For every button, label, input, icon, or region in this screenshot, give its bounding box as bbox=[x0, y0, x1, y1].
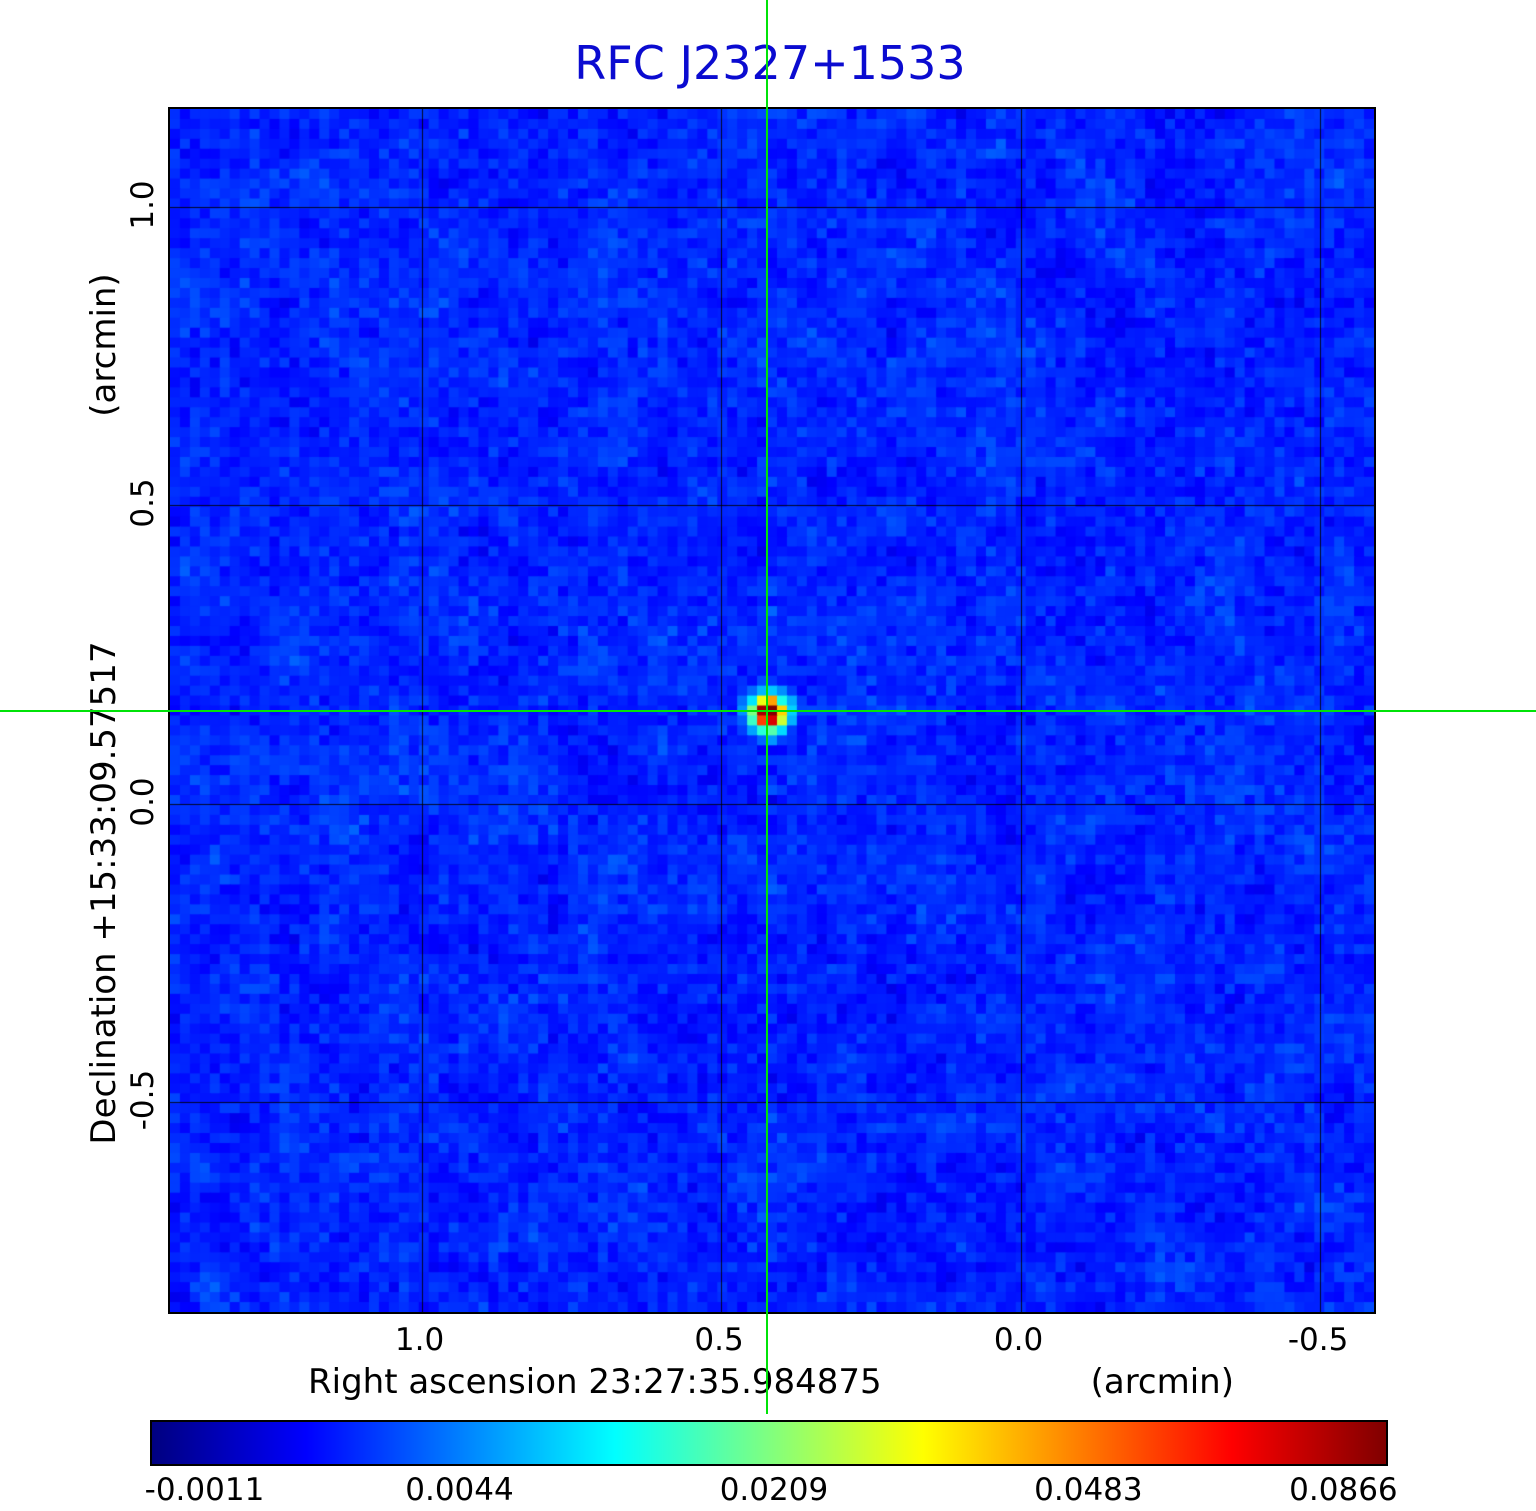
crosshair-horizontal-line bbox=[0, 709, 1536, 712]
x-tick-label: 1.0 bbox=[394, 1322, 445, 1358]
chart-title: RFC J2327+1533 bbox=[574, 36, 966, 90]
y-tick-label: 1.0 bbox=[125, 180, 161, 230]
colorbar bbox=[150, 1420, 1388, 1466]
y-tick-label: -0.5 bbox=[125, 1069, 161, 1131]
y-tick-label: 0.5 bbox=[125, 478, 161, 528]
colorbar-tick-label: 0.0866 bbox=[1289, 1472, 1398, 1508]
colorbar-tick-label: 0.0209 bbox=[719, 1472, 829, 1508]
colorbar-tick-label: 0.0044 bbox=[405, 1472, 514, 1508]
x-tick-label: 0.5 bbox=[694, 1322, 744, 1358]
x-axis-title: Right ascension 23:27:35.984875 bbox=[308, 1362, 882, 1402]
colorbar-tick-labels: -0.0011 0.0044 0.0209 0.0483 0.0866 bbox=[145, 1472, 1398, 1508]
colorbar-tick-label: -0.0011 bbox=[144, 1472, 265, 1508]
x-axis-title-row: Right ascension 23:27:35.984875 (arcmin) bbox=[168, 1362, 1372, 1402]
y-axis-title: Declination +15:33:09.57517 bbox=[84, 641, 124, 1145]
crosshair-vertical-line bbox=[766, 0, 768, 1414]
x-axis-unit-label: (arcmin) bbox=[1090, 1362, 1234, 1402]
y-tick-label: 0.0 bbox=[125, 776, 161, 827]
y-axis-unit-label: (arcmin) bbox=[84, 273, 124, 417]
x-tick-label: -0.5 bbox=[1287, 1322, 1349, 1358]
x-tick-label: 0.0 bbox=[993, 1322, 1044, 1358]
colorbar-tick-label: 0.0483 bbox=[1034, 1472, 1143, 1508]
